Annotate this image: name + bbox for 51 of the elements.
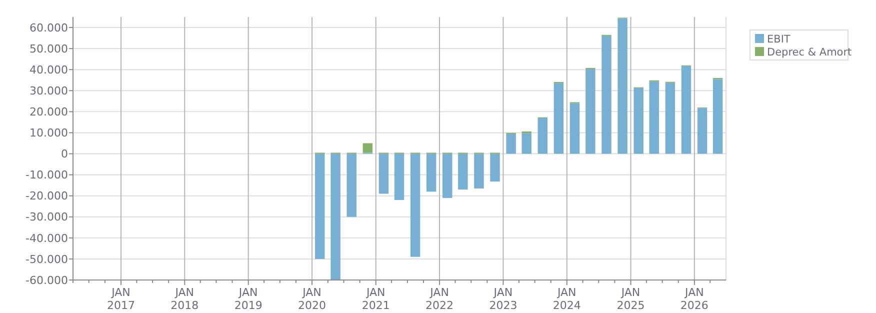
legend-label: Deprec & Amort [767, 46, 852, 59]
x-tick-label: JAN 2019 [234, 286, 262, 312]
y-tick-label: -60.000 [26, 274, 68, 287]
bar [618, 18, 628, 154]
bar [474, 154, 484, 188]
bar [712, 79, 723, 154]
bar [314, 154, 325, 259]
x-tick-label: JAN 2026 [680, 286, 708, 312]
y-tick-label: 40.000 [30, 63, 68, 76]
bar [665, 82, 676, 154]
y-tick-label: -30.000 [26, 210, 68, 224]
y-tick-label: 10.000 [30, 126, 68, 140]
y-tick-label: 0 [61, 148, 68, 161]
y-tick-label: 30.000 [30, 84, 68, 98]
bar [346, 154, 356, 217]
bar [634, 88, 644, 154]
bar [410, 154, 420, 257]
x-tick-label: JAN 2022 [426, 286, 454, 312]
x-tick-label: JAN 2018 [170, 286, 199, 312]
bar [681, 66, 692, 154]
x-tick-label: JAN 2021 [362, 286, 390, 312]
bar [697, 108, 708, 154]
bar [442, 154, 452, 198]
y-tick-label: -10.000 [26, 168, 68, 182]
y-tick-label: 50.000 [30, 42, 68, 56]
y-tick-label: -50.000 [26, 252, 68, 266]
x-tick-label: JAN 2025 [616, 286, 645, 312]
bar [554, 83, 564, 154]
bar [649, 81, 659, 154]
bar [570, 103, 580, 154]
y-tick-label: 60.000 [30, 21, 68, 34]
bar [426, 154, 436, 192]
bar [330, 154, 340, 280]
bar [394, 154, 404, 200]
y-tick-label: -20.000 [26, 190, 68, 203]
bar [378, 154, 389, 194]
bar [490, 154, 500, 182]
y-tick-label: -40.000 [26, 232, 68, 245]
bar [602, 36, 612, 154]
bar [362, 143, 373, 153]
bar [538, 118, 548, 154]
x-tick-label: JAN 2020 [298, 286, 326, 312]
legend-label: EBIT [767, 34, 791, 46]
bar [458, 154, 468, 190]
x-tick-label: JAN 2017 [106, 286, 135, 312]
bar [506, 134, 516, 154]
y-tick-label: 20.000 [30, 106, 68, 119]
x-tick-label: JAN 2023 [489, 286, 518, 312]
x-tick-label: JAN 2024 [552, 286, 581, 312]
bar [522, 133, 532, 154]
bar [586, 68, 596, 154]
